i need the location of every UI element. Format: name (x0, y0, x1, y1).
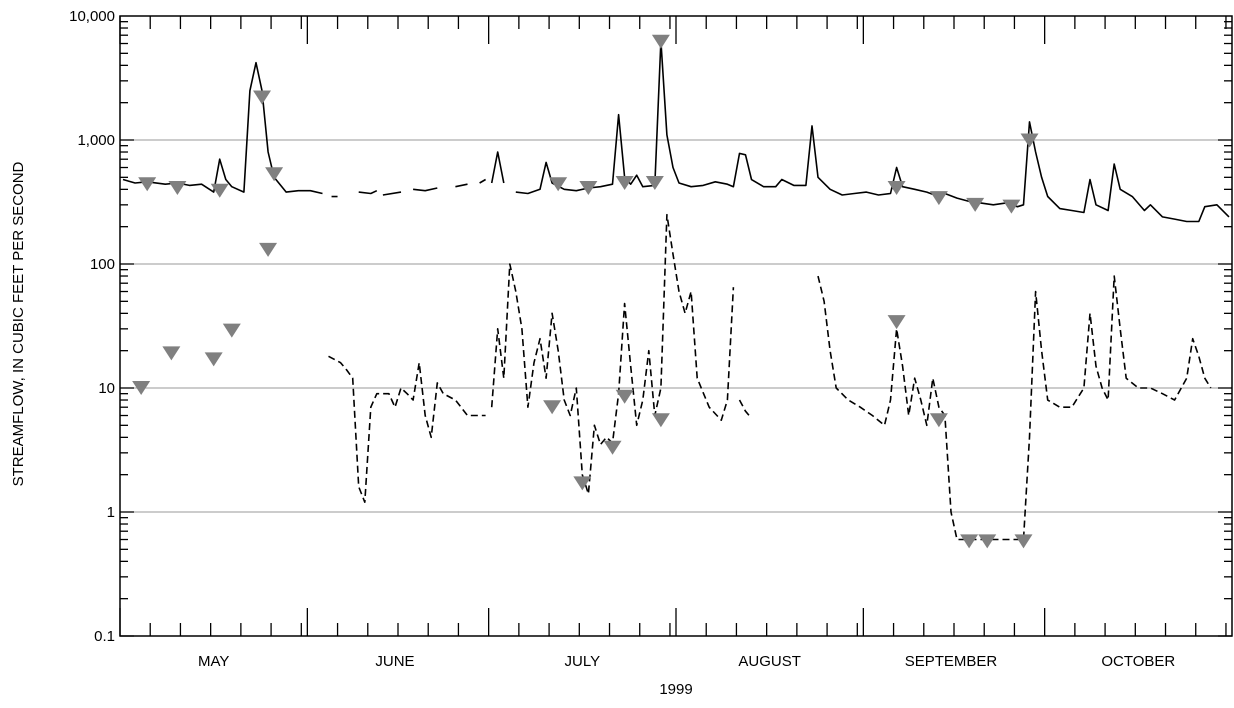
x-month-label: SEPTEMBER (905, 653, 998, 670)
measurement-marker (966, 197, 985, 212)
measurement-marker (960, 534, 979, 549)
x-axis-title: 1999 (659, 681, 692, 698)
measurement-marker (1002, 199, 1021, 214)
measurement-marker (265, 167, 284, 182)
series-solid-line (382, 191, 402, 196)
x-month-label: OCTOBER (1101, 653, 1175, 670)
measurement-marker (887, 181, 906, 196)
measurement-marker (573, 476, 592, 491)
y-tick-label: 10,000 (69, 8, 115, 25)
measurement-marker (978, 534, 997, 549)
plot-frame (119, 15, 1233, 637)
x-month-label: AUGUST (738, 653, 801, 670)
y-tick-label: 1,000 (77, 132, 115, 149)
measurement-marker (929, 191, 948, 206)
x-tick-labels: MAY JUNE JULY AUGUST SEPTEMBER OCTOBER (198, 653, 1175, 670)
y-axis-title: STREAMFLOW, IN CUBIC FEET PER SECOND (10, 161, 27, 486)
measurement-marker (603, 440, 622, 455)
measurement-markers (132, 34, 1039, 549)
measurement-marker (549, 177, 568, 192)
grid-lines (120, 139, 1232, 513)
series-dashed-line (738, 399, 753, 419)
series-solid-line (122, 61, 323, 195)
measurement-marker (132, 381, 151, 395)
measurement-marker (259, 242, 278, 257)
measurement-marker (651, 34, 670, 49)
measurement-marker (1020, 133, 1039, 148)
measurement-marker (615, 389, 634, 404)
series-solid-line (479, 178, 487, 184)
y-tick-label: 0.1 (94, 628, 115, 645)
x-month-label: MAY (198, 653, 229, 670)
y-tick-label: 1 (107, 504, 115, 521)
measurement-marker (138, 177, 157, 192)
measurement-marker (651, 413, 670, 428)
measurement-marker (615, 176, 634, 191)
measurement-marker (253, 90, 272, 105)
x-month-label: JUNE (375, 653, 414, 670)
y-tick-label: 10 (98, 380, 115, 397)
x-month-label: JULY (565, 653, 601, 670)
measurement-marker (543, 400, 562, 415)
series-lines (122, 40, 1230, 541)
series-solid-line (358, 189, 378, 195)
measurement-marker (162, 346, 181, 361)
y-tick-label: 100 (90, 256, 115, 273)
measurement-marker (579, 181, 598, 196)
series-solid-line (455, 183, 468, 188)
measurement-marker (168, 181, 187, 196)
series-dashed-line (817, 275, 1212, 541)
y-tick-labels: 0.1 1 10 100 1,000 10,000 (69, 8, 115, 645)
measurement-marker (929, 413, 948, 428)
series-dashed-line (328, 355, 486, 504)
series-solid-line (490, 151, 505, 184)
measurement-marker (222, 323, 241, 338)
measurement-marker (645, 176, 664, 191)
series-dashed-line (490, 213, 735, 495)
axis-ticks (119, 16, 1232, 637)
series-solid-line (413, 187, 438, 192)
measurement-marker (204, 352, 223, 367)
measurement-marker (1014, 534, 1033, 549)
measurement-marker (210, 183, 229, 198)
series-solid-line (515, 40, 1230, 223)
measurement-marker (887, 315, 906, 330)
